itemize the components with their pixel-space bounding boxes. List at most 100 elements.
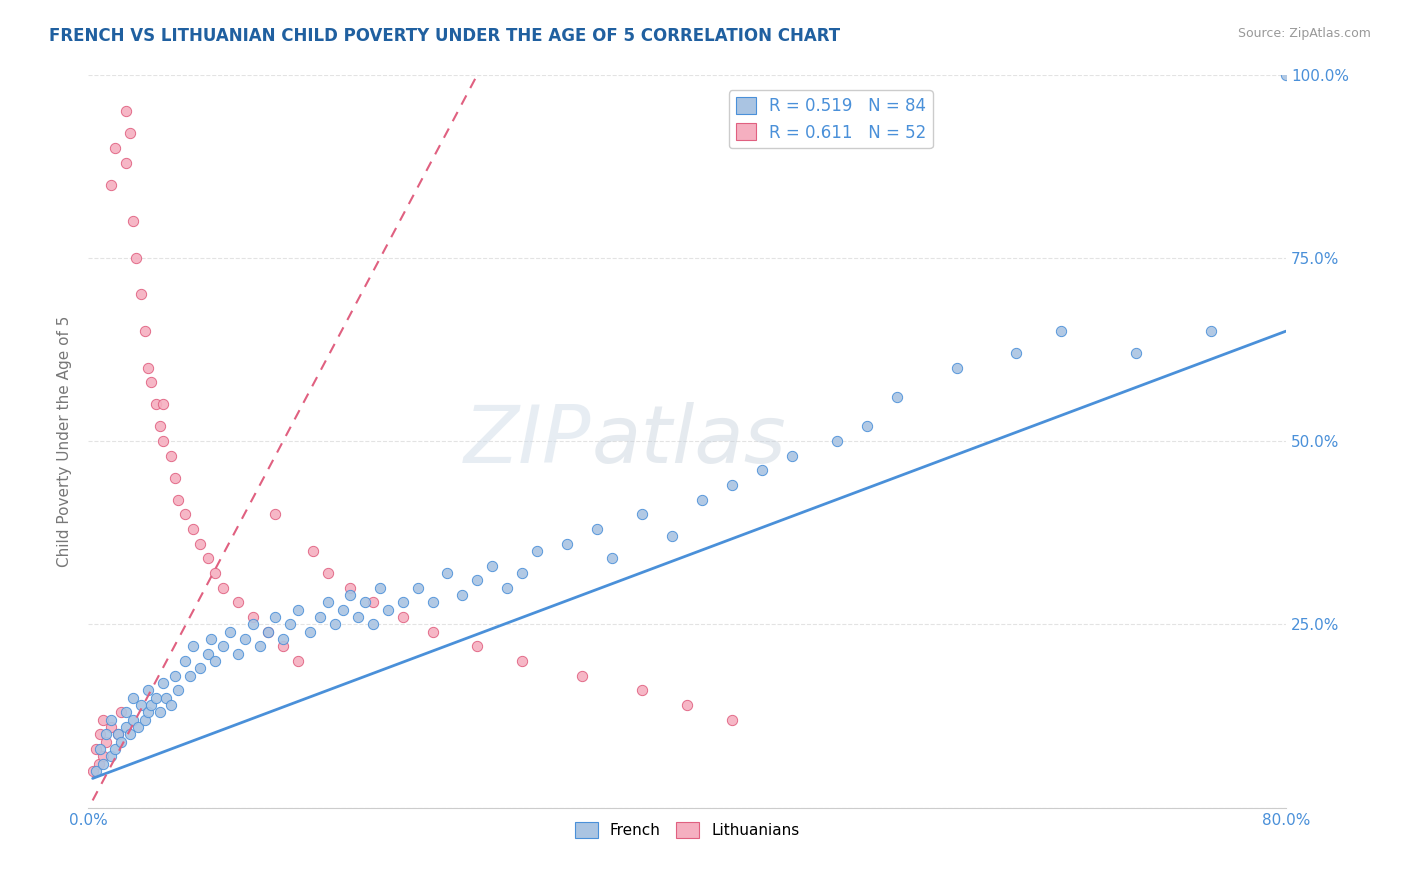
Point: [145, 690, 167, 705]
Point: [242, 610, 264, 624]
Point: [571, 669, 593, 683]
Point: [855, 419, 877, 434]
Point: [391, 595, 413, 609]
Point: [122, 713, 145, 727]
Point: [190, 537, 212, 551]
Point: [316, 595, 339, 609]
Point: [226, 647, 249, 661]
Text: Source: ZipAtlas.com: Source: ZipAtlas.com: [1237, 27, 1371, 40]
Point: [181, 640, 204, 654]
Point: [122, 214, 145, 228]
Point: [361, 595, 384, 609]
Point: [264, 508, 287, 522]
Point: [197, 551, 219, 566]
Point: [100, 178, 122, 192]
Y-axis label: Child Poverty Under the Age of 5: Child Poverty Under the Age of 5: [58, 316, 72, 566]
Point: [1275, 68, 1298, 82]
Point: [631, 508, 654, 522]
Point: [780, 449, 803, 463]
Point: [174, 508, 197, 522]
Point: [721, 478, 744, 492]
Point: [249, 640, 271, 654]
Point: [242, 617, 264, 632]
Point: [316, 566, 339, 581]
Point: [127, 720, 149, 734]
Point: [496, 581, 519, 595]
Point: [586, 522, 609, 536]
Point: [346, 610, 368, 624]
Point: [120, 126, 142, 140]
Point: [467, 574, 489, 588]
Point: [226, 595, 249, 609]
Point: [136, 706, 159, 720]
Point: [190, 661, 212, 675]
Point: [114, 104, 136, 119]
Point: [1050, 324, 1073, 338]
Point: [107, 727, 129, 741]
Point: [1125, 346, 1147, 360]
Point: [110, 735, 132, 749]
Point: [91, 749, 114, 764]
Point: [526, 544, 548, 558]
Point: [82, 764, 104, 778]
Point: [89, 727, 111, 741]
Point: [136, 683, 159, 698]
Point: [339, 588, 361, 602]
Point: [256, 624, 278, 639]
Point: [467, 640, 489, 654]
Point: [1005, 346, 1028, 360]
Point: [197, 647, 219, 661]
Point: [451, 588, 474, 602]
Point: [361, 617, 384, 632]
Point: [100, 713, 122, 727]
Point: [391, 610, 413, 624]
Point: [145, 397, 167, 411]
Point: [271, 632, 294, 646]
Point: [264, 610, 287, 624]
Point: [149, 706, 172, 720]
Point: [91, 713, 114, 727]
Point: [84, 764, 107, 778]
Point: [163, 471, 186, 485]
Point: [631, 683, 654, 698]
Point: [235, 632, 257, 646]
Point: [287, 654, 309, 668]
Point: [422, 595, 444, 609]
Point: [139, 698, 162, 712]
Point: [287, 603, 309, 617]
Point: [94, 727, 117, 741]
Point: [204, 566, 226, 581]
Point: [368, 581, 391, 595]
Point: [825, 434, 848, 449]
Text: FRENCH VS LITHUANIAN CHILD POVERTY UNDER THE AGE OF 5 CORRELATION CHART: FRENCH VS LITHUANIAN CHILD POVERTY UNDER…: [49, 27, 841, 45]
Point: [84, 742, 107, 756]
Point: [354, 595, 377, 609]
Point: [100, 720, 122, 734]
Point: [271, 640, 294, 654]
Point: [212, 581, 235, 595]
Point: [309, 610, 332, 624]
Point: [163, 669, 186, 683]
Point: [114, 706, 136, 720]
Point: [179, 669, 201, 683]
Point: [377, 603, 399, 617]
Point: [200, 632, 222, 646]
Point: [91, 756, 114, 771]
Point: [134, 713, 156, 727]
Point: [512, 654, 534, 668]
Point: [152, 397, 174, 411]
Point: [1199, 324, 1222, 338]
Point: [204, 654, 226, 668]
Point: [104, 742, 127, 756]
Point: [152, 434, 174, 449]
Point: [422, 624, 444, 639]
Legend: French, Lithuanians: French, Lithuanians: [568, 816, 806, 844]
Point: [167, 492, 190, 507]
Point: [219, 624, 242, 639]
Point: [100, 749, 122, 764]
Point: [94, 735, 117, 749]
Point: [149, 419, 172, 434]
Point: [125, 251, 148, 265]
Point: [332, 603, 354, 617]
Point: [676, 698, 699, 712]
